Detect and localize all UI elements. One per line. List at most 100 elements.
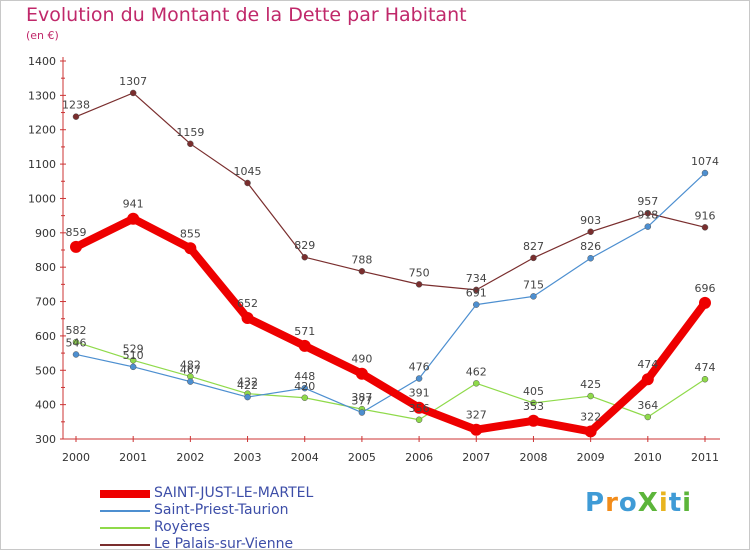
data-point (187, 140, 194, 148)
data-point (415, 281, 423, 288)
data-point (129, 357, 137, 364)
x-tick-label: 2002 (176, 451, 204, 464)
y-tick-label: 700 (35, 296, 56, 309)
logo-letter: P (585, 488, 606, 518)
data-label: 571 (294, 325, 315, 338)
proxiti-logo: ProXiti (585, 488, 692, 518)
logo-letter: i (658, 488, 669, 518)
data-label: 467 (180, 364, 201, 377)
data-label: 474 (695, 361, 716, 374)
data-label: 715 (523, 278, 544, 291)
data-label: 957 (637, 195, 658, 208)
legend-label: Saint-Priest-Taurion (154, 502, 289, 518)
data-point (584, 425, 597, 438)
data-point (644, 223, 652, 230)
data-point (72, 351, 80, 358)
data-label: 476 (409, 361, 430, 374)
data-point (587, 228, 594, 236)
data-point (129, 363, 137, 371)
data-label: 482 (180, 358, 201, 371)
data-point (127, 212, 140, 225)
data-label: 1045 (234, 165, 262, 178)
data-label: 859 (66, 226, 87, 239)
y-tick-label: 800 (35, 261, 56, 274)
y-tick-label: 300 (35, 433, 56, 446)
x-tick-label: 2006 (405, 451, 433, 464)
data-point (644, 413, 652, 421)
x-tick-label: 2000 (62, 451, 90, 464)
data-label: 1074 (691, 155, 719, 168)
data-point (701, 375, 709, 383)
y-tick-label: 1000 (28, 192, 56, 205)
legend-label: Le Palais-sur-Vienne (154, 536, 294, 552)
logo-letter: t (668, 488, 683, 518)
y-tick-label: 1200 (28, 124, 56, 137)
data-label: 546 (66, 336, 87, 349)
logo-letter: X (637, 488, 659, 518)
legend-label: SAINT-JUST-LE-MARTEL (154, 485, 314, 501)
data-label: 405 (523, 385, 544, 398)
data-label: 918 (637, 209, 658, 222)
data-point (701, 169, 709, 177)
chart-title: Evolution du Montant de la Dette par Hab… (26, 4, 467, 26)
y-tick-label: 1400 (28, 55, 56, 68)
data-point (587, 254, 594, 262)
data-point (129, 89, 137, 97)
legend-swatch (100, 510, 150, 512)
tick-labels: 300 400 500 600 700 800 900 1000 1100 1200 1300 140… (28, 55, 719, 464)
data-label: 356 (409, 402, 430, 415)
legend-swatch (100, 527, 150, 529)
data-point (358, 409, 366, 416)
data-point (473, 286, 480, 294)
data-label: 826 (580, 240, 601, 253)
data-point (473, 380, 480, 387)
data-point (530, 293, 537, 300)
data-label: 855 (180, 227, 201, 240)
axes (60, 57, 720, 442)
data-point (301, 384, 308, 392)
data-label: 420 (294, 380, 315, 393)
data-point (699, 296, 711, 309)
data-point (244, 179, 251, 187)
x-tick-label: 2009 (577, 451, 605, 464)
data-point (587, 392, 594, 400)
data-label: 1307 (119, 75, 147, 88)
data-point (184, 242, 197, 255)
y-tick-label: 400 (35, 399, 56, 412)
data-point (70, 240, 82, 253)
series-line (75, 92, 706, 291)
logo-letter: i (682, 488, 693, 518)
y-tick-label: 600 (35, 330, 56, 343)
data-label: 448 (294, 370, 315, 383)
data-label: 387 (351, 391, 372, 404)
x-tick-label: 2005 (348, 451, 376, 464)
data-point (187, 378, 194, 385)
logo-letter: r (605, 488, 619, 518)
data-point (527, 414, 540, 427)
data-label: 322 (580, 410, 601, 423)
legend-swatch (100, 490, 150, 498)
data-point (415, 375, 423, 382)
data-point (641, 373, 654, 386)
data-point (301, 253, 308, 261)
data-label: 490 (351, 353, 372, 366)
series-line (75, 341, 706, 421)
legend-swatch (100, 544, 150, 546)
data-point (530, 254, 537, 262)
data-point (72, 338, 80, 346)
x-tick-label: 2007 (462, 451, 490, 464)
data-point (358, 268, 366, 275)
data-label: 788 (351, 253, 372, 266)
data-point (415, 416, 423, 424)
legend-label: Royères (154, 519, 210, 535)
data-label: 377 (351, 395, 372, 408)
x-tick-label: 2008 (519, 451, 547, 464)
data-point (644, 209, 652, 217)
data-label: 652 (237, 297, 258, 310)
x-tick-label: 2004 (291, 451, 319, 464)
data-point (355, 367, 368, 380)
data-label: 474 (637, 358, 658, 371)
data-point (72, 113, 80, 120)
data-label: 1159 (176, 126, 204, 139)
